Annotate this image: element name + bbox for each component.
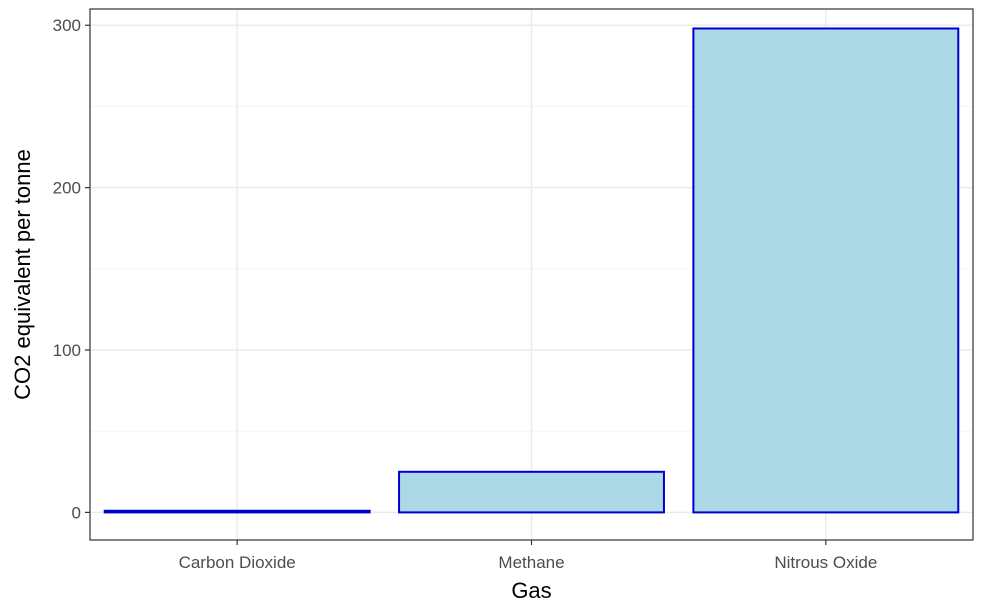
y-tick-label: 300 [53, 16, 81, 35]
bars [103, 27, 960, 514]
y-tick-label: 200 [53, 179, 81, 198]
bar-carbon-dioxide [103, 509, 371, 514]
x-tick-label: Nitrous Oxide [774, 553, 877, 572]
x-axis-ticks: Carbon Dioxide Methane Nitrous Oxide [179, 540, 877, 572]
y-tick-label: 0 [72, 503, 81, 522]
x-tick-label: Methane [498, 553, 564, 572]
y-axis-title: CO2 equivalent per tonne [10, 149, 35, 400]
x-tick-label: Carbon Dioxide [179, 553, 296, 572]
y-tick-label: 100 [53, 341, 81, 360]
bar-methane [398, 470, 665, 514]
y-axis-ticks: 0 100 200 300 [53, 16, 90, 522]
x-axis-title: Gas [511, 578, 551, 603]
bar-nitrous-oxide [692, 27, 960, 514]
